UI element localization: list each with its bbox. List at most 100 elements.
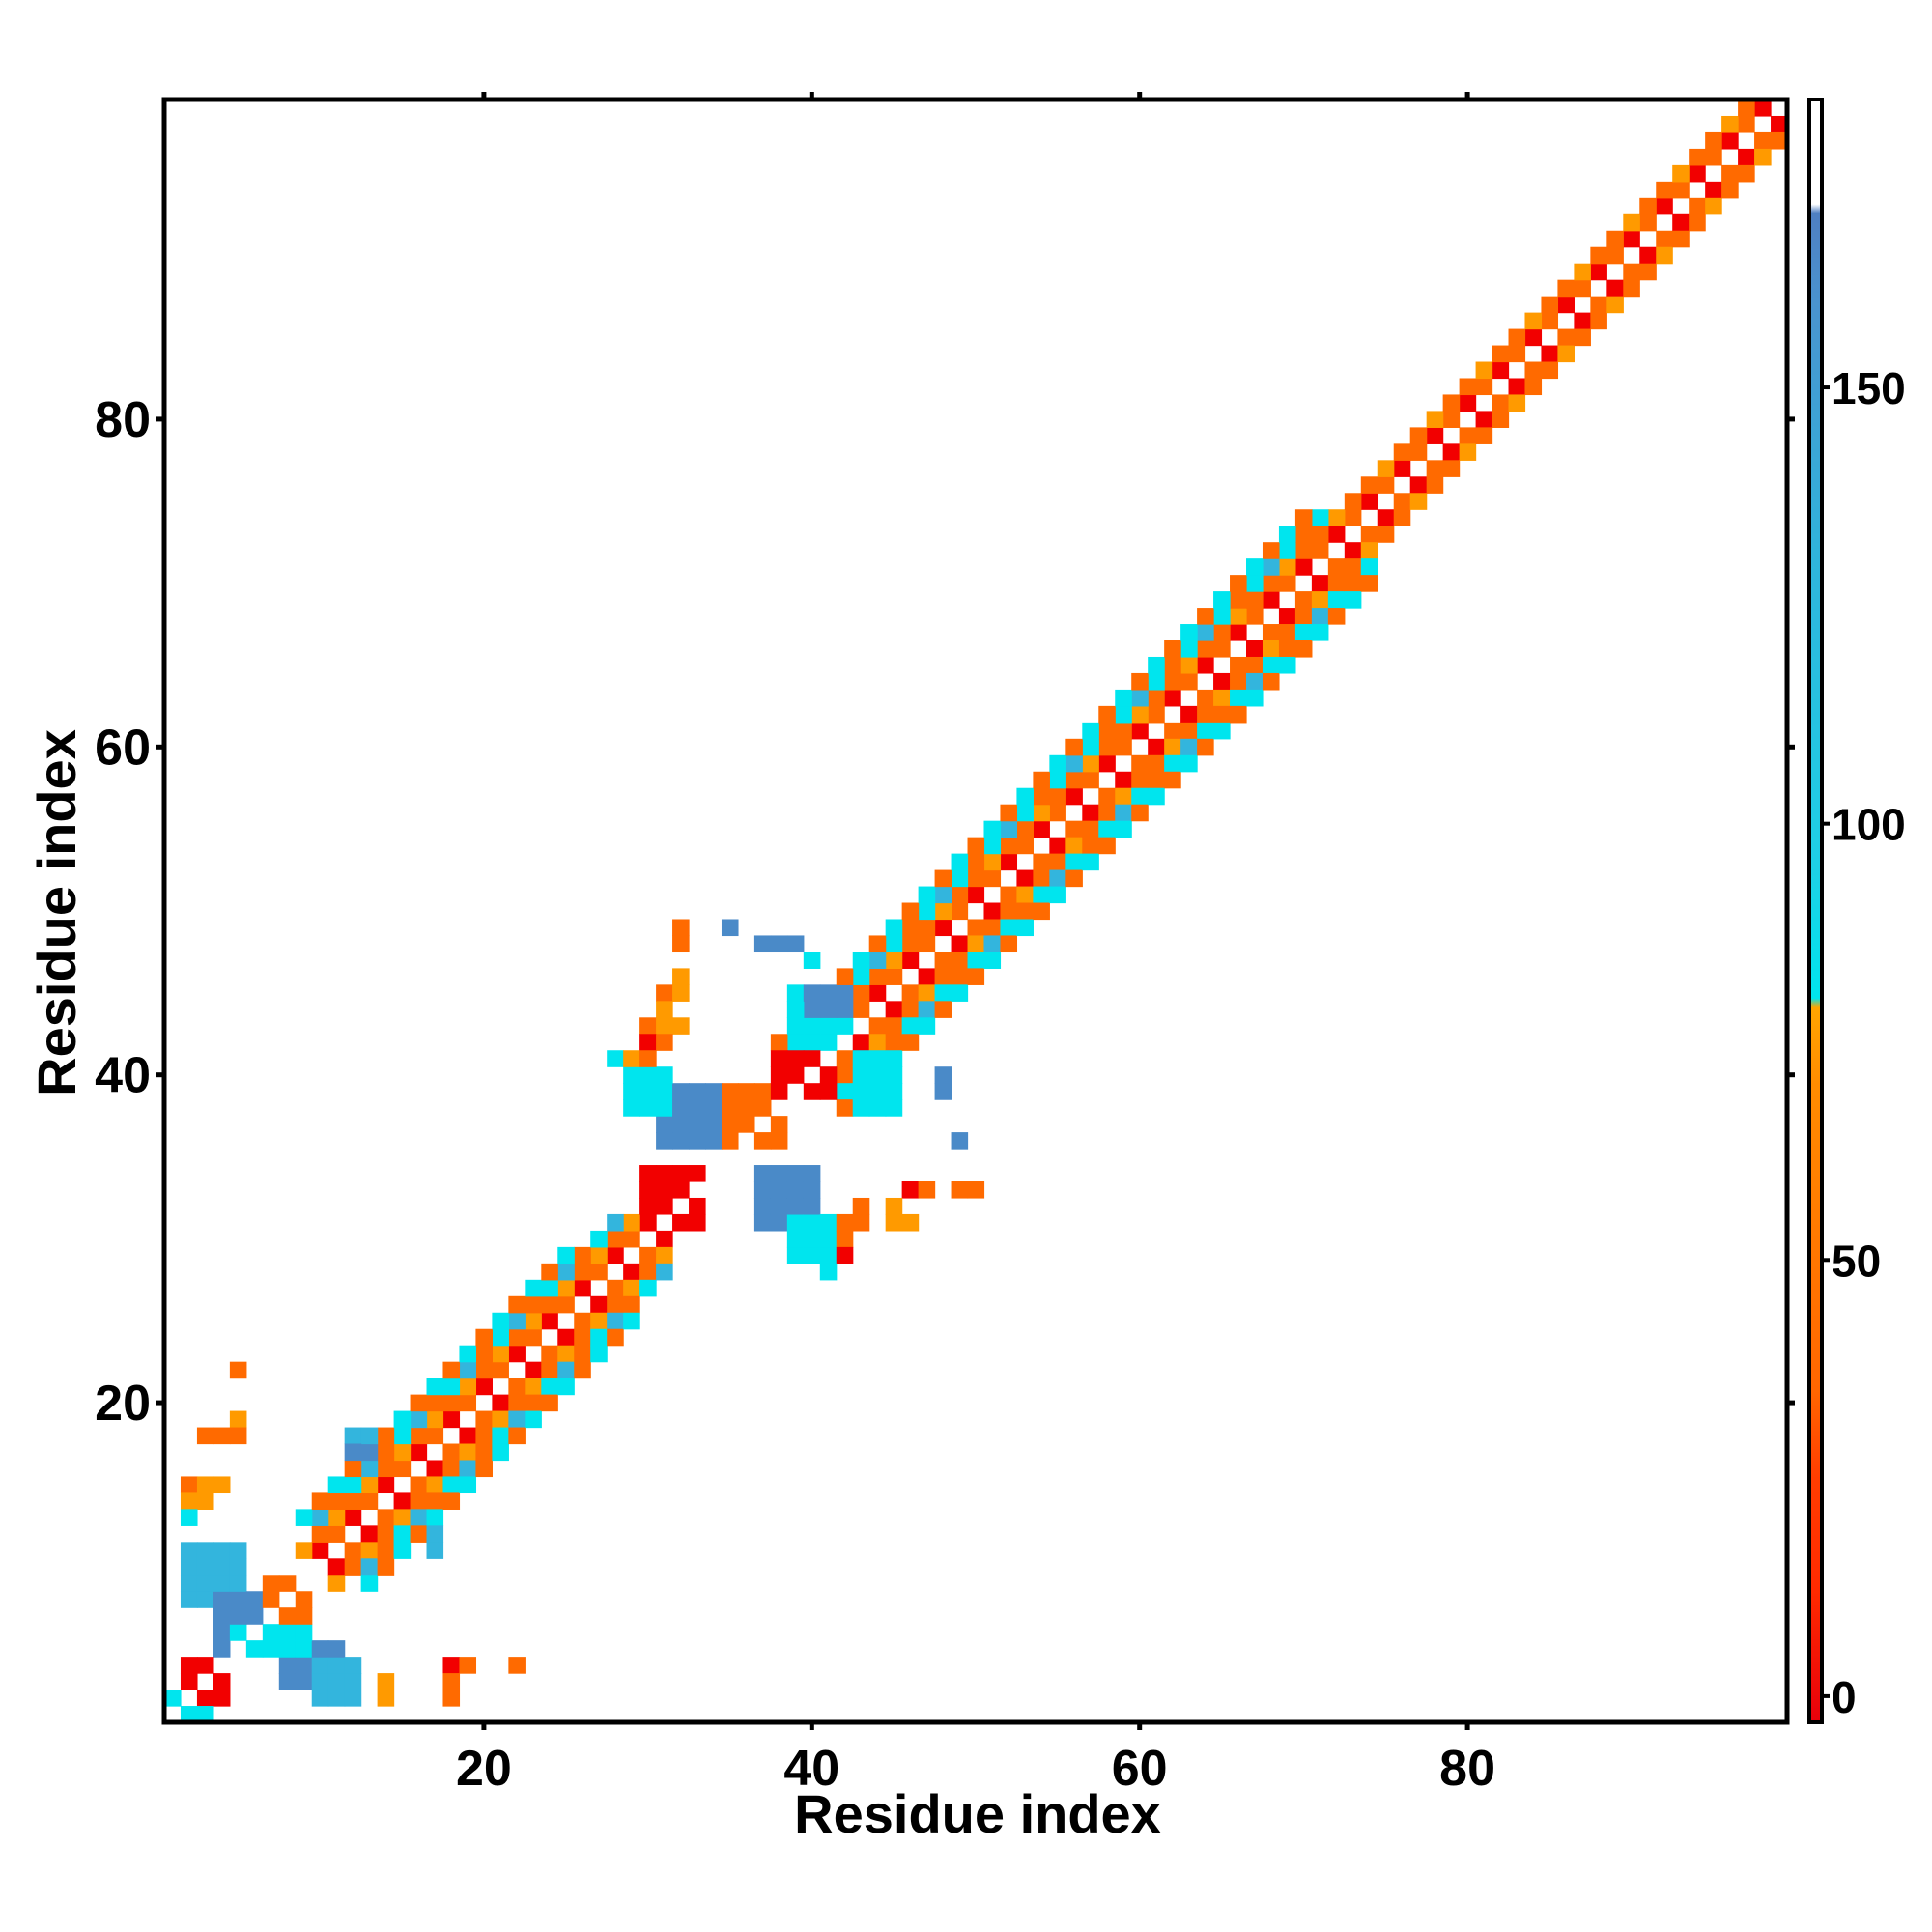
heatmap-cell — [377, 1427, 395, 1445]
heatmap-cell — [525, 1410, 542, 1429]
heatmap-cell — [508, 1427, 526, 1445]
heatmap-cell — [918, 1001, 936, 1018]
heatmap-cell — [656, 1001, 673, 1018]
heatmap-cell — [951, 902, 969, 921]
heatmap-cell — [753, 1132, 772, 1150]
heatmap-cell — [623, 1083, 640, 1100]
heatmap-cell — [1541, 312, 1559, 330]
y-tick-label: 40 — [95, 1048, 151, 1104]
heatmap-cell — [951, 886, 969, 904]
x-tick-label: 20 — [456, 1741, 512, 1797]
heatmap-cell — [295, 1624, 313, 1641]
heatmap-cell — [180, 1575, 198, 1592]
heatmap-cell — [852, 1099, 870, 1117]
heatmap-cell — [689, 1083, 706, 1100]
heatmap-cell — [934, 1083, 952, 1100]
heatmap-cell — [410, 1525, 428, 1543]
x-tick-label: 40 — [783, 1741, 839, 1797]
heatmap-cell — [475, 1410, 493, 1429]
heatmap-cell — [1230, 672, 1247, 691]
heatmap-cell — [311, 1690, 329, 1707]
heatmap-cell — [1508, 378, 1526, 396]
heatmap-cell — [442, 1394, 461, 1412]
heatmap-cell — [803, 1017, 821, 1035]
heatmap-cell — [1344, 558, 1362, 576]
heatmap-cell — [786, 935, 805, 953]
heatmap-cell — [426, 1509, 444, 1526]
heatmap-cell — [541, 1263, 558, 1281]
heatmap-cell — [327, 1575, 346, 1592]
heatmap-cell — [1409, 443, 1428, 461]
heatmap-cell — [196, 1558, 214, 1576]
heatmap-cell — [705, 1099, 723, 1117]
heatmap-cell — [918, 984, 936, 1002]
heatmap-cell — [327, 1657, 346, 1674]
heatmap-cell — [590, 1230, 608, 1248]
heatmap-cell — [360, 1460, 379, 1478]
heatmap-cell — [442, 1476, 461, 1494]
heatmap-cell — [508, 1328, 526, 1347]
heatmap-cell — [1557, 296, 1575, 314]
heatmap-cell — [934, 1001, 952, 1018]
heatmap-cell — [1639, 246, 1657, 265]
heatmap-cell — [885, 952, 903, 969]
heatmap-cell — [1294, 526, 1313, 543]
heatmap-cell — [786, 1181, 805, 1199]
heatmap-cell — [1065, 837, 1083, 855]
heatmap-cell — [1180, 640, 1198, 658]
heatmap-cell — [180, 1492, 198, 1510]
heatmap-cell — [590, 1295, 608, 1314]
heatmap-cell — [1377, 509, 1395, 526]
heatmap-cell — [1327, 591, 1346, 609]
heatmap-cell — [1294, 558, 1313, 576]
heatmap-cell — [213, 1476, 231, 1494]
heatmap-cell — [1409, 493, 1428, 510]
heatmap-cell — [1000, 804, 1018, 822]
heatmap-cell — [1246, 558, 1264, 576]
heatmap-cell — [459, 1345, 477, 1363]
heatmap-cell — [1360, 493, 1378, 510]
heatmap-cell — [1574, 263, 1591, 281]
heatmap-cell — [770, 935, 788, 953]
heatmap-cell — [951, 869, 969, 888]
heatmap-cell — [1246, 640, 1264, 658]
heatmap-cell — [1098, 804, 1116, 822]
heatmap-cell — [639, 1246, 657, 1264]
heatmap-cell — [885, 1083, 903, 1100]
heatmap-cell — [1278, 656, 1296, 674]
heatmap-cell — [1475, 378, 1493, 396]
heatmap-cell — [656, 1017, 673, 1035]
heatmap-cell — [1131, 722, 1149, 740]
heatmap-cell — [1180, 722, 1198, 740]
heatmap-cell — [639, 1017, 657, 1035]
heatmap-cell — [278, 1607, 297, 1625]
heatmap-cell — [295, 1542, 313, 1559]
y-tick-label: 80 — [95, 392, 151, 448]
heatmap-cell — [492, 1312, 509, 1330]
heatmap-cell — [245, 1591, 264, 1608]
heatmap-cell — [1771, 131, 1788, 150]
heatmap-cell — [1131, 689, 1149, 707]
heatmap-cell — [278, 1673, 297, 1690]
heatmap-cell — [672, 1132, 690, 1150]
heatmap-cell — [1246, 689, 1264, 707]
heatmap-cell — [1115, 820, 1132, 838]
heatmap-cell — [1246, 575, 1264, 592]
heatmap-cell — [360, 1542, 379, 1559]
heatmap-cell — [590, 1312, 608, 1330]
heatmap-cell — [360, 1492, 379, 1510]
heatmap-cell — [1590, 296, 1607, 314]
heatmap-cell — [868, 1050, 887, 1067]
heatmap-cell — [1000, 902, 1018, 921]
heatmap-cell — [753, 1213, 772, 1232]
heatmap-cell — [836, 1213, 854, 1232]
heatmap-cell — [918, 886, 936, 904]
heatmap-cell — [360, 1558, 379, 1576]
heatmap-cell — [803, 1001, 821, 1018]
heatmap-cell — [393, 1410, 412, 1429]
heatmap-cell — [327, 1558, 346, 1576]
heatmap-cell — [442, 1460, 461, 1478]
heatmap-cell — [1508, 345, 1526, 363]
heatmap-cell — [426, 1410, 444, 1429]
